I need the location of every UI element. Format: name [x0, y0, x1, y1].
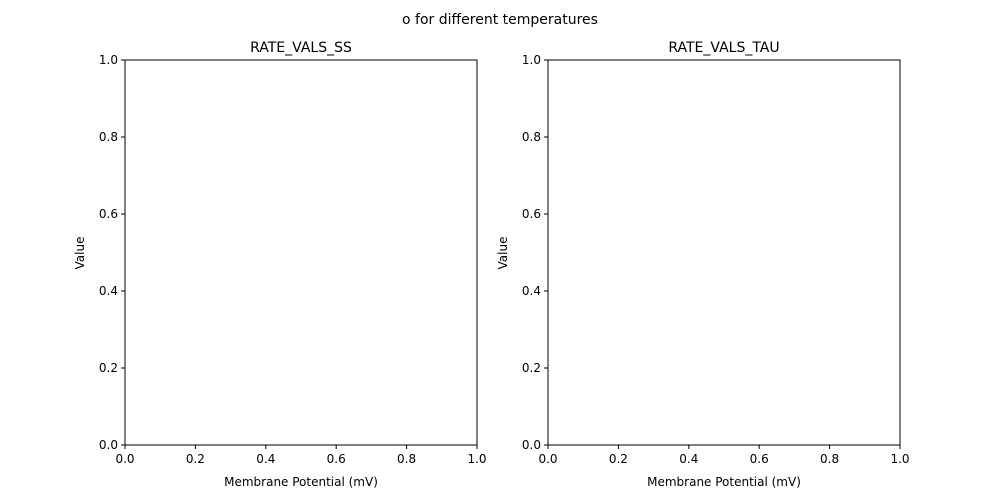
x-tick-label: 0.6 — [750, 452, 769, 466]
y-tick-label: 0.6 — [522, 207, 541, 221]
x-axis-label: Membrane Potential (mV) — [224, 475, 378, 489]
x-tick-label: 1.0 — [467, 452, 486, 466]
y-tick-label: 1.0 — [99, 53, 118, 67]
x-tick-label: 0.0 — [538, 452, 557, 466]
y-tick-label: 1.0 — [522, 53, 541, 67]
y-tick-label: 0.0 — [99, 438, 118, 452]
y-tick-label: 0.8 — [522, 130, 541, 144]
x-tick-label: 0.8 — [397, 452, 416, 466]
plot-area-frame — [547, 59, 901, 446]
x-tick-label: 0.2 — [186, 452, 205, 466]
x-axis-label: Membrane Potential (mV) — [647, 475, 801, 489]
subplot-title: RATE_VALS_SS — [250, 40, 352, 56]
subplot-rate-vals-ss: RATE_VALS_SS Membrane Potential (mV) Val… — [73, 40, 487, 489]
y-tick-label: 0.0 — [522, 438, 541, 452]
subplot-rate-vals-tau: RATE_VALS_TAU Membrane Potential (mV) Va… — [496, 40, 910, 489]
x-tick-label: 0.2 — [609, 452, 628, 466]
y-axis-label: Value — [496, 237, 510, 270]
y-tick-label: 0.8 — [99, 130, 118, 144]
plot-area-frame — [124, 59, 478, 446]
figure-suptitle: o for different temperatures — [402, 12, 598, 28]
y-axis-label: Value — [73, 237, 87, 270]
x-tick-label: 0.6 — [327, 452, 346, 466]
x-tick-label: 0.8 — [820, 452, 839, 466]
x-tick-label: 0.0 — [115, 452, 134, 466]
y-tick-label: 0.6 — [99, 207, 118, 221]
y-tick-label: 0.4 — [99, 284, 118, 298]
y-tick-label: 0.4 — [522, 284, 541, 298]
y-tick-label: 0.2 — [522, 361, 541, 375]
subplot-title: RATE_VALS_TAU — [668, 40, 779, 56]
y-tick-label: 0.2 — [99, 361, 118, 375]
x-tick-label: 0.4 — [256, 452, 275, 466]
x-tick-label: 0.4 — [679, 452, 698, 466]
x-tick-label: 1.0 — [890, 452, 909, 466]
